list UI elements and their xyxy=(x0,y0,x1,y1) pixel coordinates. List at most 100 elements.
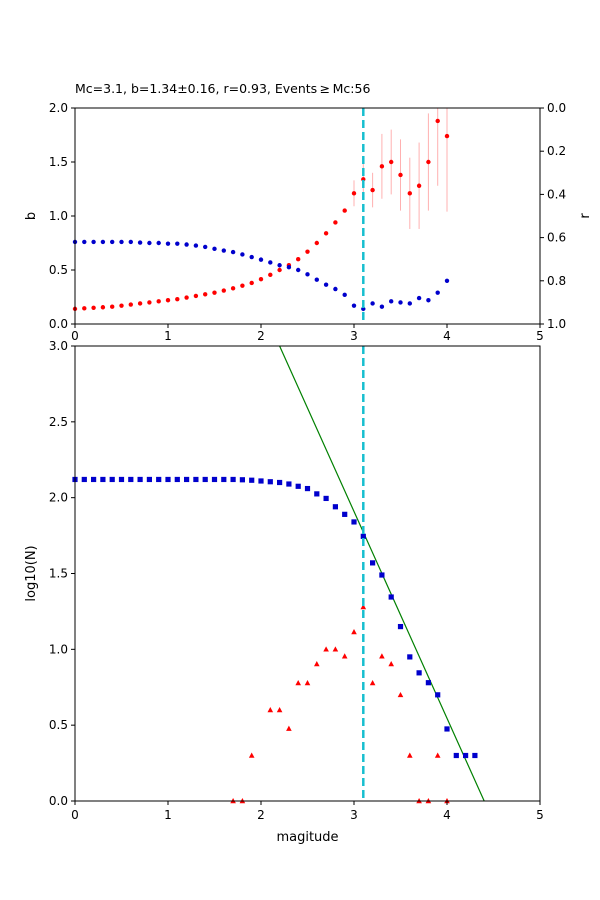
r-value-point xyxy=(435,290,440,295)
cumulative-point xyxy=(202,476,208,483)
bottom-panel-frequency-magnitude-plot: 0 1 2 3 4 5 0.0 0.5 1.0 1.5 2.0 2.5 3.0 magitude lo… xyxy=(24,339,544,845)
bottom-panel-ylabel: log10(N) xyxy=(24,545,39,601)
non-cumulative-point xyxy=(267,707,274,713)
b-value-point xyxy=(221,288,226,293)
r-value-point xyxy=(128,239,133,245)
y-tick-label: 1.0 xyxy=(49,642,68,656)
r-value-point xyxy=(119,239,124,245)
bottom-panel-frame xyxy=(74,345,541,802)
cumulative-point xyxy=(397,623,404,630)
cumulative-point xyxy=(211,476,218,483)
top-panel-x-ticks: 0 1 2 3 4 5 xyxy=(71,324,544,343)
cumulative-point xyxy=(267,479,273,485)
non-cumulative-point xyxy=(295,680,301,686)
b-value-point xyxy=(305,249,310,254)
b-value-point xyxy=(212,290,217,295)
x-tick-label: 4 xyxy=(443,808,451,822)
x-tick-label: 3 xyxy=(350,808,358,822)
cumulative-point xyxy=(156,476,162,483)
r-value-point xyxy=(277,263,282,268)
r-value-point xyxy=(175,241,180,246)
b-value-point xyxy=(119,303,124,308)
r-value-point xyxy=(147,240,152,246)
cumulative-point xyxy=(193,476,199,483)
r-value-point xyxy=(249,254,254,260)
b-value-point xyxy=(137,301,143,306)
y-tick-label: 0.0 xyxy=(49,317,68,331)
r-value-point xyxy=(426,298,431,303)
non-cumulative-point xyxy=(286,725,292,731)
r-value-point xyxy=(221,248,226,253)
cumulative-point xyxy=(249,477,255,483)
cumulative-point xyxy=(342,511,348,517)
non-cumulative-point xyxy=(360,604,367,610)
r-value-point xyxy=(156,240,161,246)
b-value-point xyxy=(426,159,431,165)
non-cumulative-point xyxy=(323,646,329,652)
bottom-panel-x-ticks: 0 1 2 3 4 5 xyxy=(71,801,544,822)
non-cumulative-point xyxy=(304,680,311,686)
r-value-point xyxy=(91,239,96,245)
cumulative-point xyxy=(295,483,301,489)
non-cumulative-point xyxy=(314,661,320,667)
b-value-point xyxy=(323,231,329,236)
b-value-point xyxy=(230,286,236,291)
r-value-point xyxy=(203,244,208,250)
b-value-point xyxy=(193,293,199,299)
b-value-point xyxy=(110,304,115,309)
b-value-point xyxy=(351,191,357,196)
b-value-point xyxy=(314,240,319,246)
b-value-point xyxy=(100,305,106,310)
r-value-point xyxy=(82,239,87,245)
y-tick-label: 1.0 xyxy=(49,209,68,223)
non-cumulative-point xyxy=(332,646,339,652)
b-value-point xyxy=(165,298,171,303)
cumulative-point xyxy=(463,752,469,759)
r-value-point xyxy=(296,267,301,273)
b-value-point xyxy=(379,164,385,169)
y-tick-label: 1.5 xyxy=(49,567,68,581)
cumulative-point xyxy=(351,519,357,525)
x-tick-label: 2 xyxy=(257,808,265,822)
x-tick-label: 0 xyxy=(71,329,79,343)
cumulative-point xyxy=(184,476,190,483)
x-tick-label: 0 xyxy=(71,808,79,822)
r-value-point xyxy=(333,286,338,292)
top-panel-ylabel-right: r xyxy=(578,213,593,219)
cumulative-point xyxy=(165,476,171,483)
r-value-point xyxy=(258,257,264,262)
b-value-point xyxy=(277,267,282,273)
r-value-point xyxy=(110,239,115,245)
b-value-point xyxy=(91,305,96,310)
b-value-point xyxy=(184,295,189,300)
non-cumulative-point xyxy=(407,752,413,758)
top-panel-data xyxy=(72,108,450,324)
y-tick-label: 0.5 xyxy=(49,718,68,732)
r-value-point xyxy=(407,301,412,306)
b-value-point xyxy=(370,187,375,193)
r-value-point xyxy=(305,272,310,277)
cumulative-point xyxy=(323,495,329,502)
r-value-point xyxy=(351,303,357,308)
b-value-point xyxy=(147,300,152,305)
r-value-point xyxy=(184,242,189,247)
cumulative-point xyxy=(407,654,413,660)
b-value-point xyxy=(175,296,180,302)
top-panel-ylabel: b xyxy=(24,212,39,220)
cumulative-point xyxy=(453,752,459,759)
b-value-point xyxy=(128,302,133,307)
non-cumulative-point xyxy=(341,653,348,659)
b-value-point xyxy=(407,191,412,196)
bottom-panel-y-ticks: 0.0 0.5 1.0 1.5 2.0 2.5 3.0 xyxy=(49,339,75,808)
cumulative-point xyxy=(360,533,366,539)
cumulative-point xyxy=(314,491,320,497)
r-value-point xyxy=(389,299,394,304)
non-cumulative-point xyxy=(379,653,385,659)
non-cumulative-point xyxy=(434,752,441,758)
b-value-point xyxy=(258,276,264,282)
y-tick-label: 0.0 xyxy=(49,794,68,808)
r-value-point xyxy=(268,260,273,265)
r-value-point xyxy=(165,241,171,246)
b-value-point xyxy=(240,283,245,288)
top-panel-y-ticks: 0.0 0.5 1.0 1.5 2.0 xyxy=(49,101,75,331)
